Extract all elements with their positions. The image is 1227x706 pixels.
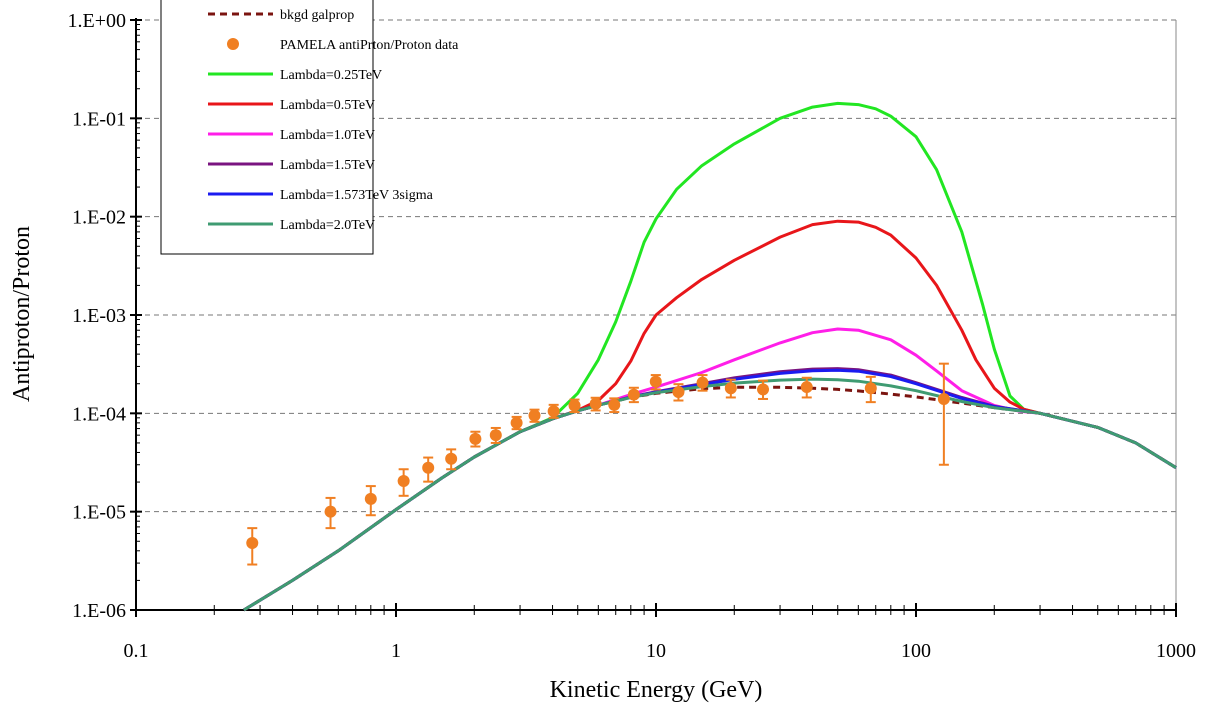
x-tick-label-3: 100 bbox=[901, 640, 931, 662]
legend-label-lambda-1-0tev: Lambda=1.0TeV bbox=[280, 128, 375, 143]
y-tick-label-0: 1.E-06 bbox=[72, 600, 126, 622]
pamela-data-point bbox=[864, 382, 877, 395]
x-tick-label-4: 1000 bbox=[1156, 640, 1196, 662]
x-axis-title: Kinetic Energy (GeV) bbox=[550, 677, 763, 703]
legend: bkgd galprop PAMELA antiPrton/Proton data… bbox=[160, 0, 459, 255]
pamela-data-point bbox=[568, 399, 581, 412]
legend-label-lambda-2-0tev: Lambda=2.0TeV bbox=[280, 218, 375, 233]
pamela-data-point bbox=[724, 382, 737, 395]
legend-label-bkgd-galprop: bkgd galprop bbox=[280, 8, 354, 23]
pamela-data-point bbox=[696, 376, 709, 389]
pamela-data-point bbox=[608, 398, 621, 411]
x-tick-label-1: 1 bbox=[391, 640, 401, 662]
pamela-data-point bbox=[324, 505, 337, 518]
pamela-data-point bbox=[528, 409, 541, 422]
y-tick-label-2: 1.E-04 bbox=[72, 403, 126, 425]
y-tick-label-6: 1.E+00 bbox=[68, 10, 127, 32]
plot-area bbox=[243, 101, 1177, 612]
y-tick-label-3: 1.E-03 bbox=[72, 305, 126, 327]
pamela-data-point bbox=[672, 385, 685, 398]
pamela-data-point bbox=[364, 492, 377, 505]
pamela-data-point bbox=[937, 392, 950, 405]
y-tick-label-5: 1.E-01 bbox=[72, 108, 126, 130]
axes: 1.E-06 1.E-05 1.E-04 1.E-03 1.E-02 1.E-01 1.E+… bbox=[68, 10, 1197, 662]
legend-box bbox=[160, 0, 374, 255]
legend-marker-pamela-antiprton-proton-data bbox=[227, 38, 239, 50]
pamela-data-point bbox=[589, 397, 602, 410]
x-tick-label-0: 0.1 bbox=[124, 640, 149, 662]
pamela-data-point bbox=[246, 537, 259, 550]
legend-label-lambda-0-5tev: Lambda=0.5TeV bbox=[280, 98, 375, 113]
pamela-data-point bbox=[422, 461, 435, 474]
y-tick-label-1: 1.E-05 bbox=[72, 502, 126, 524]
pamela-data-point bbox=[469, 432, 482, 445]
y-axis-title: Antiproton/Proton bbox=[9, 226, 35, 402]
series-line-lambda-2-0tev bbox=[243, 377, 1177, 612]
legend-label-lambda-0-25tev: Lambda=0.25TeV bbox=[280, 68, 382, 83]
legend-label-lambda-1-573tev-3sigma: Lambda=1.573TeV 3sigma bbox=[280, 188, 434, 203]
legend-label-pamela-antiprton-proton-data: PAMELA antiPrton/Proton data bbox=[280, 38, 459, 53]
y-tick-label-4: 1.E-02 bbox=[72, 207, 126, 229]
pamela-data-point bbox=[397, 475, 410, 488]
pamela-data-point bbox=[800, 381, 813, 394]
pamela-data-point bbox=[547, 405, 560, 418]
pamela-data-point bbox=[649, 375, 662, 388]
pamela-data-point bbox=[510, 416, 523, 429]
legend-label-lambda-1-5tev: Lambda=1.5TeV bbox=[280, 158, 375, 173]
pamela-data-point bbox=[627, 388, 640, 401]
x-tick-label-2: 10 bbox=[646, 640, 666, 662]
pamela-data-point bbox=[757, 383, 770, 396]
pamela-data-point bbox=[489, 429, 502, 442]
pamela-data-point bbox=[445, 452, 458, 465]
